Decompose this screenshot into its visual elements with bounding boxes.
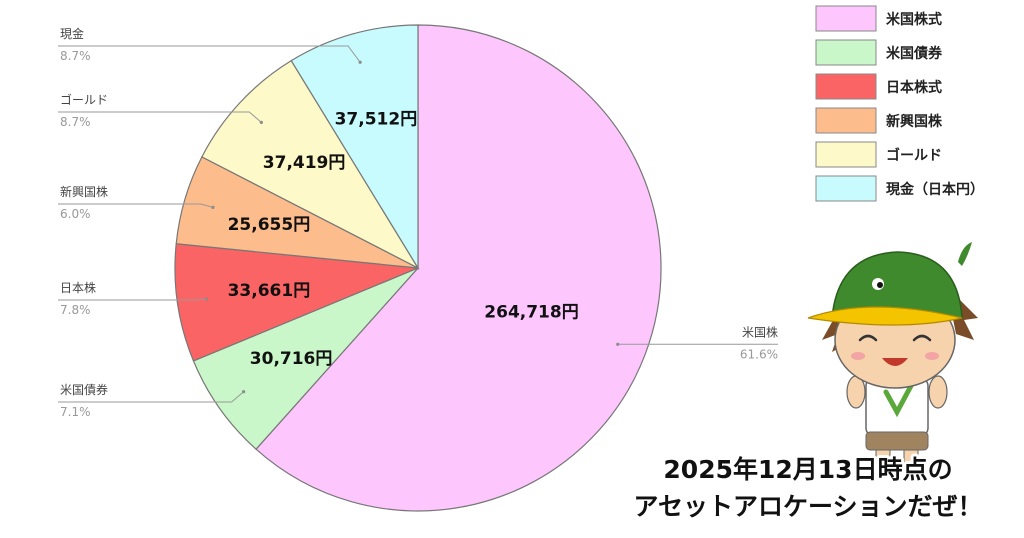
slice-value-label-5: 37,512円 — [335, 109, 418, 129]
callout-percent-3: 6.0% — [60, 207, 91, 221]
legend-swatch-2 — [815, 73, 877, 100]
callout-percent-5: 8.7% — [60, 49, 91, 63]
legend-label-4: ゴールド — [886, 147, 942, 164]
callout-line-5 — [58, 45, 361, 63]
callout-line-3 — [58, 203, 214, 208]
caption-line-1: 2025年12月13日時点の — [663, 455, 952, 484]
pie-callouts: 米国株 61.6% 米国債券 7.1% 日本株 7.8% 新興国株 6.0% ゴールド 8.7% 現… — [58, 26, 778, 419]
mascot-duck-cap-character-icon — [807, 242, 978, 463]
legend-label-0: 米国株式 — [886, 11, 942, 28]
callout-line-1 — [58, 391, 244, 403]
legend-swatch-3 — [815, 107, 877, 134]
legend-swatch-5 — [815, 175, 877, 202]
pie-slice-1 — [192, 267, 419, 451]
slice-value-label-0: 264,718円 — [484, 302, 578, 322]
callout-percent-0: 61.6% — [740, 347, 778, 361]
legend-label-3: 新興国株 — [886, 113, 943, 130]
slice-value-label-2: 33,661円 — [228, 281, 311, 301]
callout-name-2: 日本株 — [60, 280, 96, 295]
callout-name-4: ゴールド — [60, 92, 108, 107]
pie-slice-2 — [174, 243, 419, 362]
pie-value-labels: 264,718円 30,716円 33,661円 25,655円 37,419円 37,5… — [228, 109, 579, 369]
slice-value-label-4: 37,419円 — [263, 153, 346, 173]
pie-slices — [174, 24, 662, 512]
legend-label-2: 日本株式 — [886, 79, 942, 96]
callout-line-4 — [58, 111, 262, 123]
callout-name-3: 新興国株 — [60, 184, 108, 199]
callout-percent-2: 7.8% — [60, 303, 91, 317]
callout-name-5: 現金 — [60, 26, 84, 41]
callout-percent-1: 7.1% — [60, 405, 91, 419]
callout-name-1: 米国債券 — [60, 382, 108, 397]
legend-swatch-0 — [815, 5, 877, 32]
callout-percent-4: 8.7% — [60, 115, 91, 129]
legend-swatch-1 — [815, 39, 877, 66]
legend-label-1: 米国債券 — [886, 45, 943, 62]
legend-swatch-4 — [815, 141, 877, 168]
callout-line-2 — [58, 298, 207, 301]
caption-line-2: アセットアロケーションだぜ！ — [633, 492, 982, 521]
callout-name-0: 米国株 — [742, 324, 778, 339]
pie-slice-4 — [201, 59, 420, 270]
pie-slice-0 — [255, 24, 662, 512]
slice-value-label-1: 30,716円 — [250, 349, 333, 369]
legend-label-5: 現金（日本円） — [886, 181, 984, 198]
slice-value-label-3: 25,655円 — [228, 215, 311, 235]
pie-slice-5 — [290, 24, 419, 271]
